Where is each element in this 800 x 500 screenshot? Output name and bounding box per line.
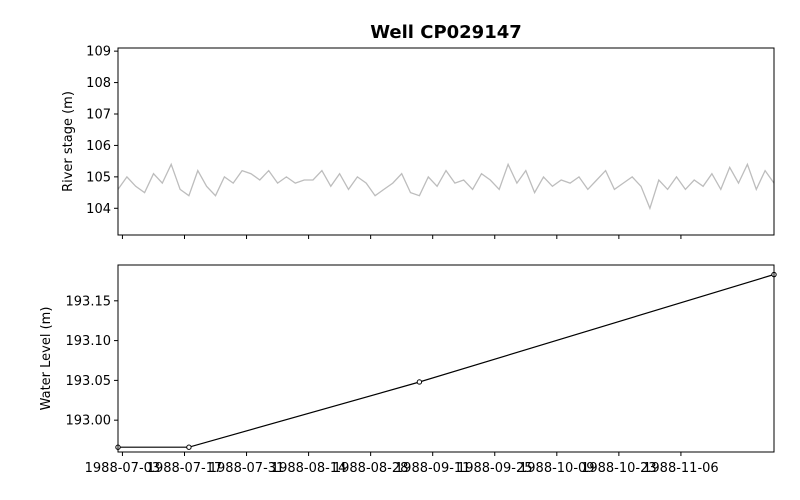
y-tick-label: 106 [86, 139, 111, 154]
y-tick-label: 193.00 [66, 414, 112, 429]
x-tick-label: 1988-11-06 [643, 461, 719, 476]
chart-title: Well CP029147 [370, 22, 522, 43]
y-tick-label: 109 [86, 45, 111, 60]
data-point [186, 444, 192, 450]
plot-frame [117, 47, 775, 236]
water-level-panel: 193.00 193.05 193.10 193.15 Water Level (m) 1… [39, 264, 777, 476]
x-tick-label: 1988-07-17 [147, 461, 223, 476]
series-line [118, 273, 775, 448]
x-tick-label: 1988-09-11 [395, 461, 471, 476]
data-point [416, 379, 423, 385]
y-axis-label: River stage (m) [61, 91, 76, 192]
y-tick-label: 193.15 [66, 294, 112, 309]
y-axis-label: Water Level (m) [39, 307, 54, 411]
river-stage-panel: 104 105 106 107 108 109 River stage (m) [61, 45, 775, 239]
x-tick-label: 1988-08-28 [333, 461, 409, 476]
y-tick-label: 105 [86, 170, 111, 185]
y-tick-label: 108 [86, 76, 111, 91]
y-tick-label: 193.10 [66, 334, 112, 349]
y-tick-label: 107 [86, 108, 111, 123]
x-tick-label: 1988-07-03 [85, 461, 161, 476]
y-tick-label: 104 [86, 202, 111, 217]
series-line [117, 162, 775, 211]
plot-frame [117, 264, 775, 453]
x-tick-label: 1988-10-09 [519, 461, 595, 476]
x-tick-label: 1988-08-14 [271, 461, 347, 476]
x-tick-label: 1988-09-25 [457, 461, 533, 476]
x-tick-label: 1988-10-23 [581, 461, 657, 476]
x-tick-label: 1988-07-31 [209, 461, 285, 476]
y-tick-label: 193.05 [66, 374, 112, 389]
